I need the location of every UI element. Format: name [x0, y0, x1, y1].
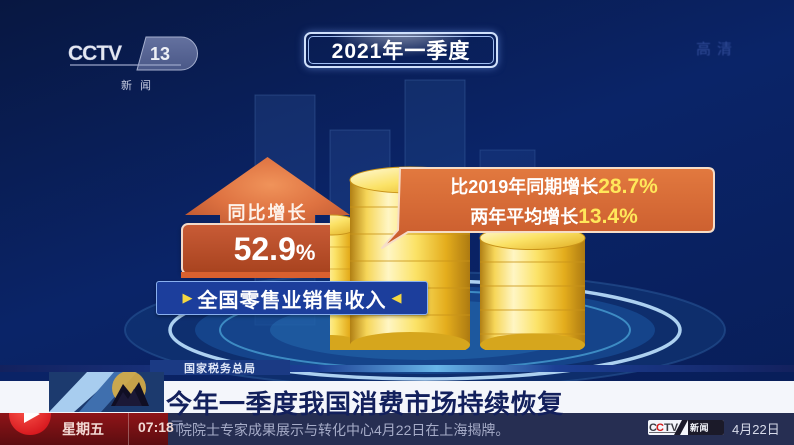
svg-text:新闻: 新闻 [690, 422, 709, 433]
svg-text:CCTV: CCTV [68, 42, 122, 65]
svg-text:13: 13 [150, 44, 170, 64]
